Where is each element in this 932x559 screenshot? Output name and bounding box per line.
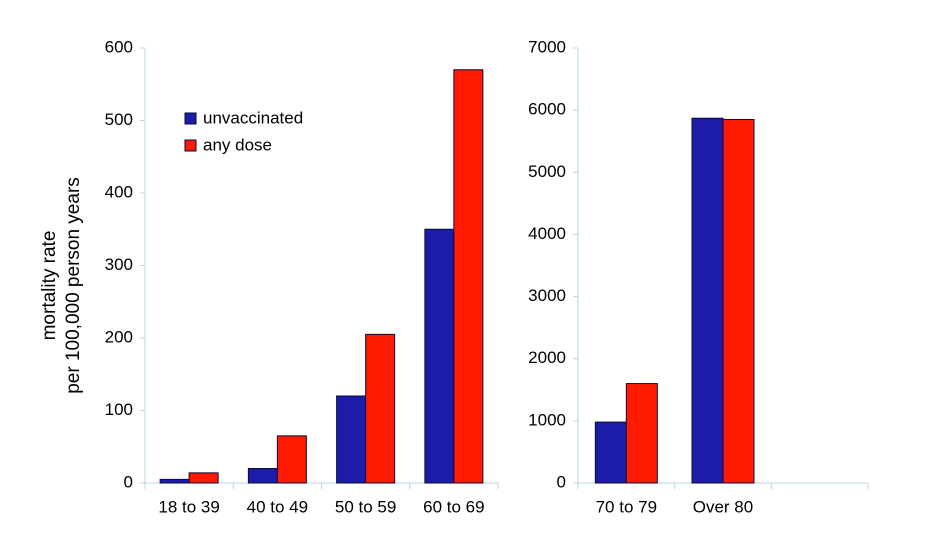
x-tick-label: 70 to 79 — [596, 497, 657, 516]
bar — [159, 478, 190, 484]
bar — [722, 118, 755, 484]
y-tick-label: 0 — [557, 472, 566, 491]
y-tick-label: 1000 — [528, 410, 566, 429]
x-tick-label: Over 80 — [693, 497, 753, 516]
y-tick-label: 7000 — [528, 37, 566, 56]
bar — [625, 383, 658, 484]
y-tick-label: 200 — [105, 327, 133, 346]
bar — [188, 472, 219, 484]
x-tick-label: 60 to 69 — [423, 497, 484, 516]
x-tick-label: 40 to 49 — [247, 497, 308, 516]
bar — [424, 228, 455, 484]
y-tick-label: 5000 — [528, 162, 566, 181]
bar — [691, 117, 724, 484]
legend-swatch — [184, 139, 197, 152]
bar — [336, 395, 367, 484]
legend-label: unvaccinated — [203, 108, 303, 127]
y-tick-label: 100 — [105, 400, 133, 419]
x-tick-label: 50 to 59 — [335, 497, 396, 516]
y-tick-label: 4000 — [528, 224, 566, 243]
bar — [247, 468, 278, 484]
y-axis-label: per 100,000 person years — [63, 177, 84, 394]
y-axis-label: mortality rate — [39, 231, 60, 341]
y-tick-label: 3000 — [528, 286, 566, 305]
bar — [594, 421, 627, 484]
y-tick-label: 500 — [105, 110, 133, 129]
y-tick-label: 600 — [105, 37, 133, 56]
y-tick-label: 6000 — [528, 100, 566, 119]
y-tick-label: 0 — [124, 472, 133, 491]
x-tick-label: 18 to 39 — [158, 497, 219, 516]
y-tick-label: 300 — [105, 255, 133, 274]
bar — [276, 435, 307, 484]
bar — [365, 333, 396, 484]
legend-label: any dose — [203, 135, 272, 154]
bar — [453, 69, 484, 484]
y-tick-label: 400 — [105, 182, 133, 201]
y-tick-label: 2000 — [528, 348, 566, 367]
legend-swatch — [184, 112, 197, 125]
